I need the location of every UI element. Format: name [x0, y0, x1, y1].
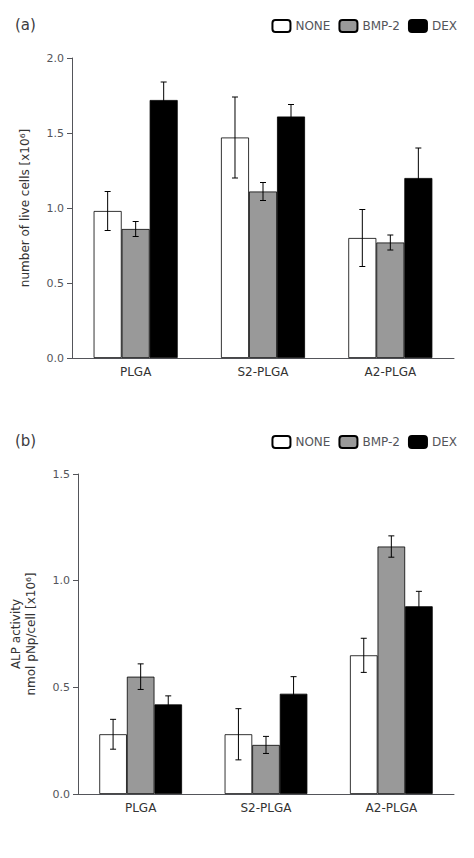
svg-text:A2-PLGA: A2-PLGA [365, 365, 417, 379]
svg-text:ALP activity: ALP activity [9, 599, 23, 669]
svg-text:(b): (b) [15, 432, 36, 450]
svg-text:0.0: 0.0 [47, 352, 65, 365]
svg-text:0.0: 0.0 [53, 788, 71, 801]
svg-text:DEX: DEX [432, 435, 457, 449]
svg-text:NONE: NONE [295, 19, 330, 33]
svg-text:NONE: NONE [295, 435, 330, 449]
svg-text:1.0: 1.0 [47, 202, 65, 215]
svg-text:DEX: DEX [432, 19, 457, 33]
svg-text:S2-PLGA: S2-PLGA [240, 801, 292, 815]
svg-text:(a): (a) [15, 16, 36, 34]
svg-text:0.5: 0.5 [47, 277, 65, 290]
svg-text:0.5: 0.5 [53, 681, 71, 694]
svg-text:A2-PLGA: A2-PLGA [366, 801, 418, 815]
svg-text:2.0: 2.0 [47, 52, 65, 65]
svg-text:BMP-2: BMP-2 [362, 435, 400, 449]
svg-text:1.5: 1.5 [53, 468, 71, 481]
svg-text:S2-PLGA: S2-PLGA [237, 365, 289, 379]
svg-text:1.5: 1.5 [47, 127, 65, 140]
svg-text:PLGA: PLGA [125, 801, 157, 815]
svg-text:BMP-2: BMP-2 [362, 19, 400, 33]
svg-text:nmol pNp/cell [x10⁶]: nmol pNp/cell [x10⁶] [24, 572, 38, 695]
svg-text:PLGA: PLGA [120, 365, 152, 379]
svg-text:1.0: 1.0 [53, 574, 71, 587]
svg-text:number of live cells [x10⁶]: number of live cells [x10⁶] [18, 129, 32, 287]
